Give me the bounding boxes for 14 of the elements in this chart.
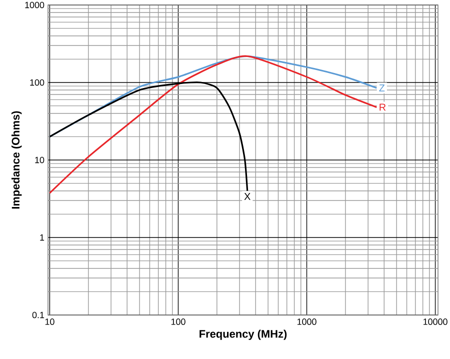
x-tick-label: 10 [45,318,54,325]
y-tick-label: 0.1 [32,312,44,318]
x-tick-label: 10000 [424,318,448,325]
series-label: X [244,193,250,200]
x-tick-label: 100 [171,318,186,325]
x-tick-label: 1000 [297,318,316,325]
y-tick-label: 1 [40,234,44,241]
y-tick-label: 100 [30,79,44,86]
y-tick-label: 10 [35,156,44,164]
series-label: R [380,104,386,111]
series-label: Z [379,84,385,92]
x-axis-title: Frequency (MHz) [200,330,287,340]
y-axis-title: Impedance (Ohms) [11,111,22,209]
y-tick-label: 1000 [25,2,44,8]
